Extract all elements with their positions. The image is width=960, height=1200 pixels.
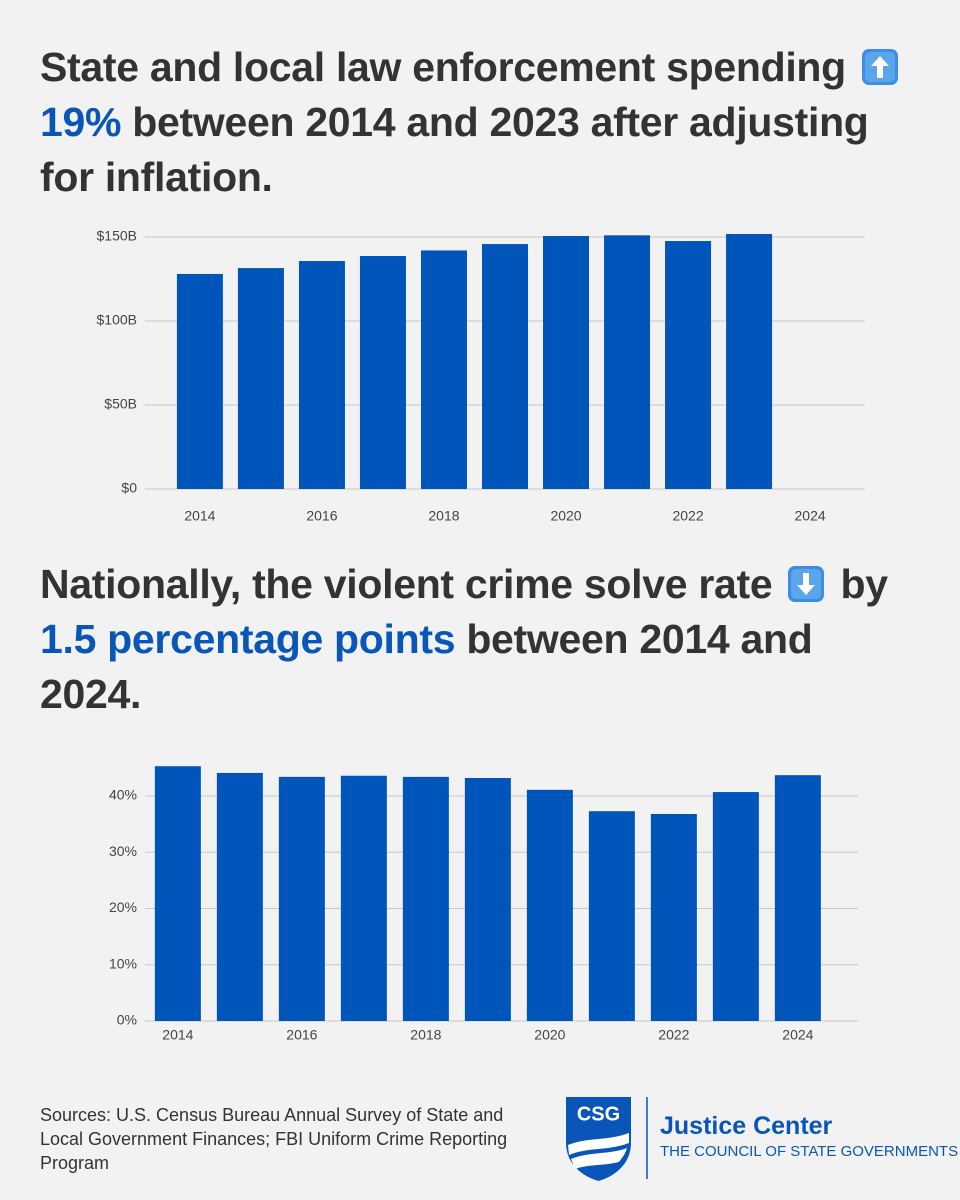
y-tick-label: 30% [109,843,137,859]
chart-title: Nationally, the violent crime solve rate… [40,557,920,722]
x-tick-label: 2016 [306,508,337,524]
y-tick-label: 20% [109,899,137,915]
bar [604,235,651,489]
x-tick-label: 2014 [162,1027,193,1043]
title-text: Nationally, the violent crime solve rate [40,561,773,607]
sources: Sources: U.S. Census Bureau Annual Surve… [40,1105,508,1173]
x-tick-label: 2024 [782,1027,813,1043]
x-tick-label: 2014 [184,508,215,524]
logo: CSG [566,1097,648,1181]
y-tick-label: $100B [97,312,137,328]
y-tick-label: 10% [109,955,137,971]
logo-text: CSG [577,1103,620,1125]
bar [726,233,773,489]
org-subtitle: THE COUNCIL OF STATE GOVERNMENTS [660,1143,959,1160]
org-name: Justice Center [660,1112,833,1140]
bar [665,241,712,489]
x-tick-label: 2020 [534,1027,565,1043]
bar [154,766,201,1021]
title-text: between 2014 and 2024. [40,616,813,717]
bar [340,775,387,1021]
x-tick-label: 2018 [410,1027,441,1043]
y-tick-label: 40% [109,787,137,803]
x-tick-label: 2018 [428,508,459,524]
y-tick-label: $0 [121,480,137,496]
bar [298,261,345,489]
bar [482,244,528,489]
title-highlight: 19% [40,99,122,145]
title-text: by [840,561,889,607]
down-arrow-icon [788,566,825,602]
bar [420,250,467,489]
bar [588,811,635,1021]
bar [402,776,449,1021]
bar [526,789,573,1021]
y-tick-label: $50B [104,396,137,412]
x-tick-label: 2024 [795,508,826,524]
bar [237,268,284,489]
chart-title: State and local law enforcement spending… [40,40,920,205]
bar [712,792,759,1021]
up-arrow-icon [862,49,898,85]
bar [650,814,697,1021]
x-tick-label: 2016 [286,1027,317,1043]
bar [774,775,821,1021]
bar [464,778,511,1021]
title-text: State and local law enforcement spending [40,44,846,90]
charts: $0 $50B $100B $150B 2014 2016 2018 2020 2022 2024… [97,228,865,1043]
bar [359,255,406,489]
title-highlight: 1.5 percentage points [40,616,456,662]
x-tick-label: 2022 [658,1027,689,1043]
y-tick-label: 0% [117,1012,137,1028]
bar [176,273,223,489]
title-text: between 2014 and 2023 after adjusting fo… [40,99,869,200]
bar [216,772,263,1021]
bar [278,776,325,1021]
x-tick-label: 2022 [672,508,703,524]
bar [543,235,590,489]
x-tick-label: 2020 [550,508,581,524]
y-tick-label: $150B [97,228,137,244]
